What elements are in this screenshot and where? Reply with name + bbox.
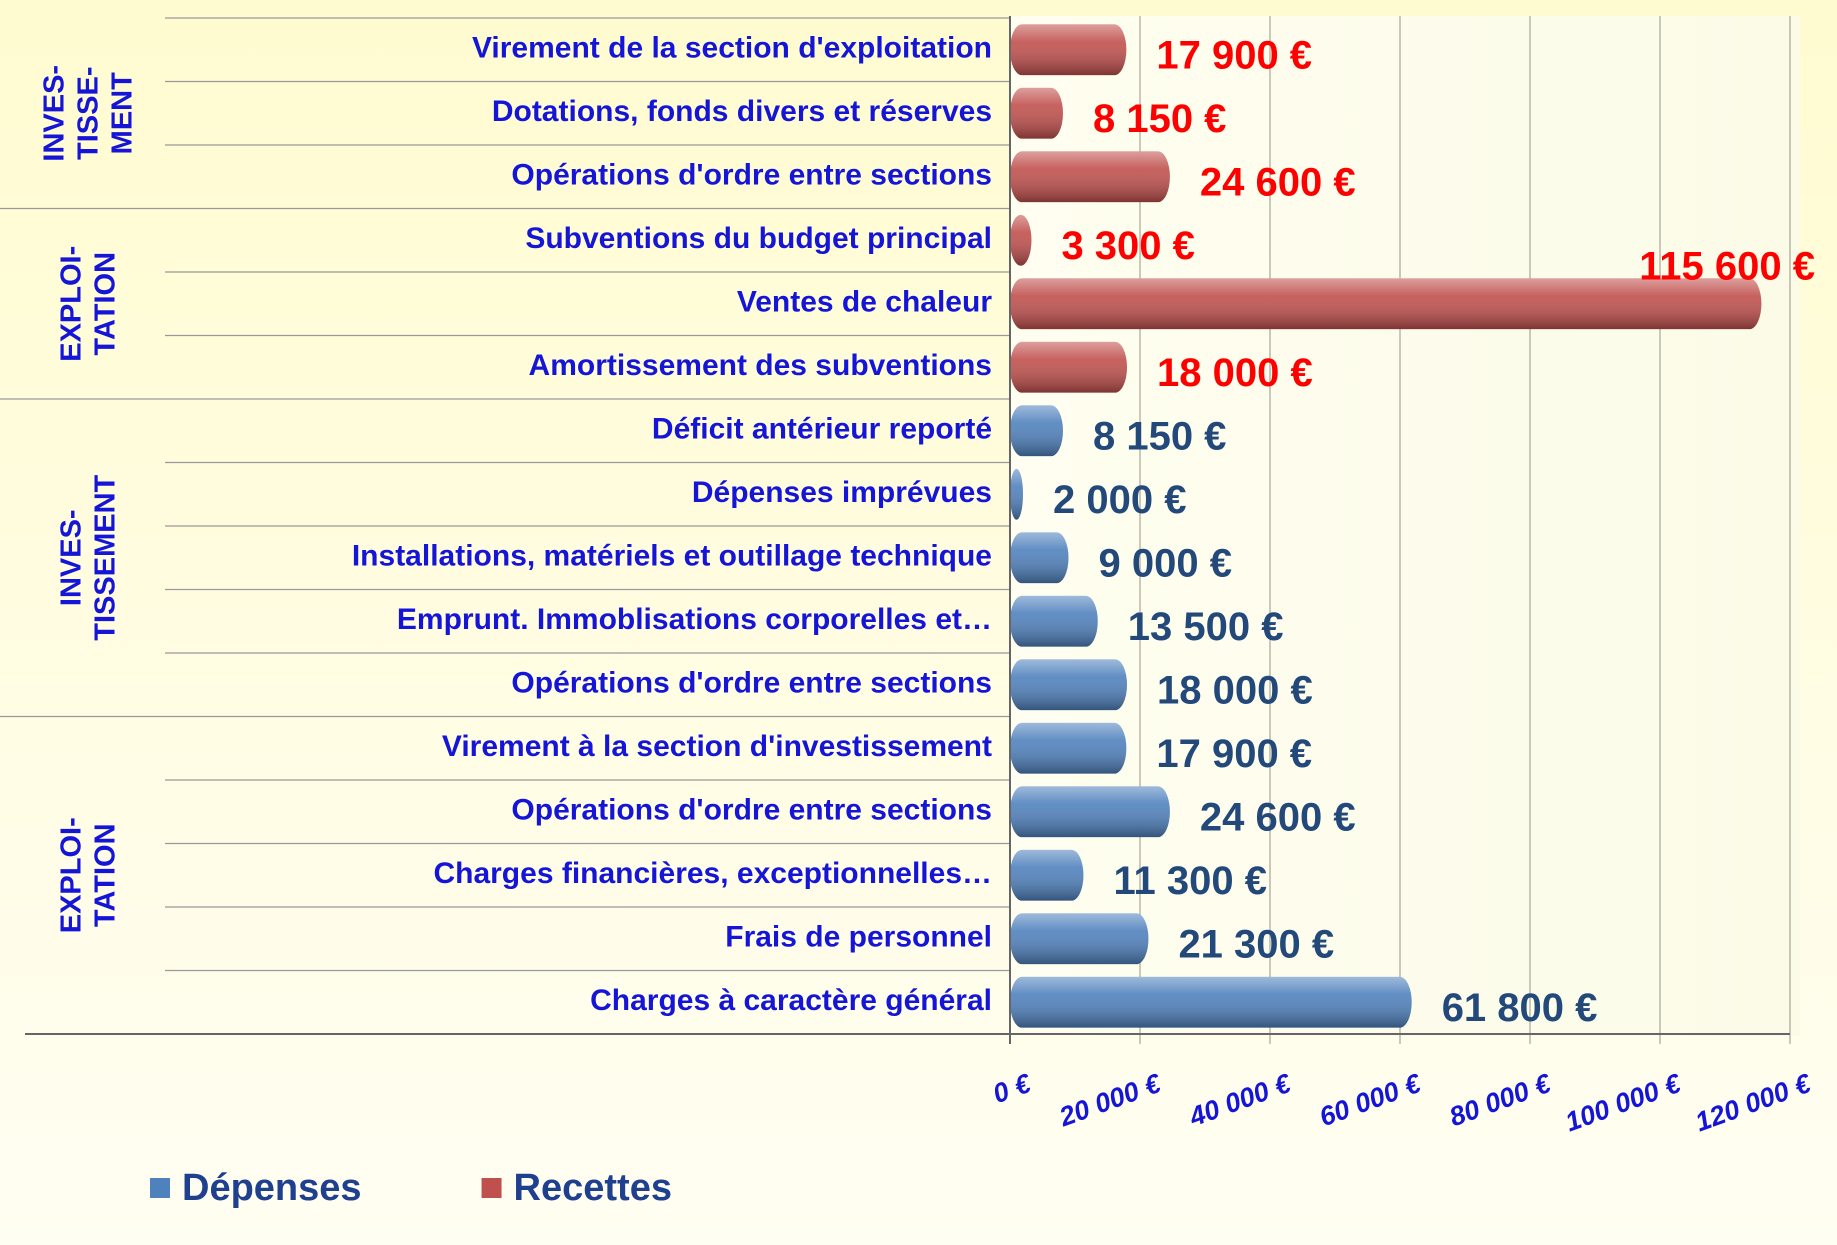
- y-tick-label: Virement de la section d'exploitation: [472, 32, 992, 65]
- bar-shade: [1010, 976, 1412, 1028]
- group-label: MENT: [107, 72, 139, 154]
- bar-shade: [1010, 24, 1127, 76]
- group-label: TISSEMENT: [90, 474, 122, 640]
- y-tick-label: Dotations, fonds divers et réserves: [492, 95, 992, 128]
- bar-shade: [1010, 849, 1084, 901]
- data-label: 17 900 €: [1156, 732, 1312, 776]
- data-label: 17 900 €: [1156, 33, 1312, 77]
- bar-shade: [1010, 341, 1127, 393]
- bar-shade: [1010, 278, 1762, 330]
- data-label: 24 600 €: [1200, 795, 1356, 839]
- y-tick-label: Emprunt. Immoblisations corporelles et…: [397, 603, 992, 636]
- bar-shade: [1010, 214, 1032, 266]
- bar-shade: [1010, 786, 1170, 838]
- y-tick-label: Installations, matériels et outillage te…: [352, 540, 992, 573]
- y-tick-label: Opérations d'ordre entre sections: [511, 794, 992, 827]
- group-label: INVES-: [56, 509, 88, 606]
- y-tick-label: Charges à caractère général: [590, 984, 992, 1017]
- data-label: 18 000 €: [1157, 668, 1313, 712]
- y-tick-label: Déficit antérieur reporté: [652, 413, 992, 446]
- y-tick-label: Amortissement des subventions: [529, 349, 992, 382]
- bar-shade: [1010, 722, 1127, 774]
- y-tick-label: Charges financières, exceptionnelles…: [433, 857, 992, 890]
- bar-shade: [1010, 532, 1069, 584]
- y-tick-label: Opérations d'ordre entre sections: [511, 159, 992, 192]
- data-label: 11 300 €: [1113, 859, 1267, 903]
- bar-shade: [1010, 468, 1023, 520]
- y-tick-label: Opérations d'ordre entre sections: [511, 667, 992, 700]
- bar-shade: [1010, 659, 1127, 711]
- legend-label: Recettes: [514, 1167, 672, 1209]
- bar-shade: [1010, 595, 1098, 647]
- data-label: 8 150 €: [1093, 414, 1226, 458]
- legend-swatch: [481, 1178, 502, 1198]
- bar-shade: [1010, 913, 1149, 965]
- data-label: 8 150 €: [1093, 97, 1226, 141]
- group-label: EXPLOI-: [56, 246, 88, 362]
- data-label: 115 600 €: [1639, 244, 1815, 288]
- group-label: TISSE-: [73, 67, 105, 160]
- data-label: 24 600 €: [1200, 160, 1356, 204]
- data-label: 21 300 €: [1178, 922, 1334, 966]
- legend-label: Dépenses: [182, 1167, 362, 1209]
- legend-swatch: [150, 1178, 170, 1198]
- data-label: 2 000 €: [1053, 478, 1186, 522]
- group-label: TATION: [90, 252, 122, 356]
- y-tick-label: Frais de personnel: [725, 921, 992, 954]
- data-label: 3 300 €: [1061, 224, 1194, 268]
- bar-shade: [1010, 405, 1063, 457]
- y-tick-label: Dépenses imprévues: [692, 476, 992, 509]
- group-label: INVES-: [39, 65, 71, 162]
- group-label: EXPLOI-: [56, 817, 88, 933]
- y-tick-label: Subventions du budget principal: [525, 222, 992, 255]
- data-label: 13 500 €: [1128, 605, 1284, 649]
- bar-shade: [1010, 151, 1170, 203]
- group-label: TATION: [90, 823, 122, 927]
- y-tick-label: Virement à la section d'investissement: [442, 730, 992, 763]
- data-label: 61 800 €: [1442, 986, 1598, 1030]
- data-label: 9 000 €: [1099, 541, 1232, 585]
- data-label: 18 000 €: [1157, 351, 1313, 395]
- y-tick-label: Ventes de chaleur: [737, 286, 992, 319]
- bar-shade: [1010, 87, 1063, 139]
